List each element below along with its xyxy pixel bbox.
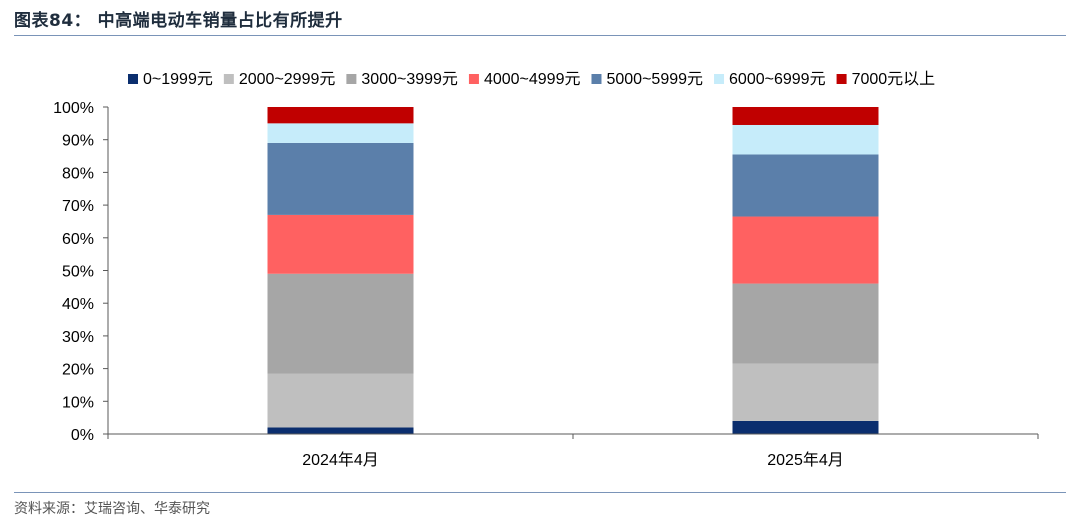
legend-swatch [591,74,602,84]
bar-segment [267,427,414,434]
legend-label: 4000~4999元 [484,71,581,88]
legend-item: 5000~5999元 [591,71,703,88]
y-tick-label: 70% [62,198,94,215]
bar-segment [732,283,879,364]
y-tick-label: 60% [62,231,94,248]
y-tick-label: 100% [53,100,94,117]
legend-label: 0~1999元 [143,71,213,88]
legend-label: 6000~6999元 [729,71,826,88]
legend-swatch [346,74,357,84]
bar-segment [732,216,879,284]
legend-item: 0~1999元 [128,71,213,88]
y-tick-label: 90% [62,133,94,150]
legend-swatch [836,74,847,84]
y-tick-label: 20% [62,362,94,379]
legend-label: 7000元以上 [852,70,936,88]
legend-item: 4000~4999元 [468,71,581,88]
y-tick-label: 30% [62,329,94,346]
legend-label: 2000~2999元 [239,71,336,88]
y-tick-label: 50% [62,264,94,281]
bar-segment [732,154,879,217]
y-tick-label: 80% [62,165,94,182]
bar-segment [732,363,879,421]
y-axis: 0% 10% 20% 30% 40% 50% 60% 70% 80% 90% 100% [53,100,109,444]
x-tick-label: 2024年4月 [302,451,379,469]
footer-divider [14,492,1066,493]
legend-swatch [468,74,479,84]
y-tick-label: 0% [71,427,94,444]
bar-segment [732,124,879,155]
bar-segment [267,273,414,374]
chart-legend: 0~1999元 2000~2999元 3000~3999元 4000~4999元 500… [128,70,935,88]
y-tick-label: 10% [62,394,94,411]
bar-segment [732,420,879,434]
bar-segment [267,373,414,428]
legend-swatch [223,74,234,84]
source-note: 资料来源：艾瑞咨询、华泰研究 [14,501,210,517]
bar-segment [267,123,414,143]
title-divider [14,35,1066,36]
bar-stack [267,107,414,434]
legend-swatch [128,74,138,84]
legend-label: 5000~5999元 [606,71,703,88]
legend-item: 2000~2999元 [223,71,336,88]
bar-segment [267,214,414,274]
x-tick-label: 2025年4月 [767,451,844,469]
bar-segment [267,107,414,124]
stacked-bar-chart: 0~1999元 2000~2999元 3000~3999元 4000~4999元 500… [53,70,1039,469]
figure-title: 图表84： 中高端电动车销量占比有所提升 [14,11,343,31]
legend-item: 3000~3999元 [346,71,458,88]
bar-stacks [267,107,879,434]
legend-item: 7000元以上 [836,70,936,88]
legend-item: 6000~6999元 [714,71,826,88]
bar-segment [732,107,879,125]
bar-segment [267,142,414,215]
x-axis: 2024年4月 2025年4月 [107,433,1039,469]
legend-swatch [714,74,725,84]
y-tick-label: 40% [62,296,94,313]
legend-label: 3000~3999元 [361,71,458,88]
bar-stack [732,107,879,434]
